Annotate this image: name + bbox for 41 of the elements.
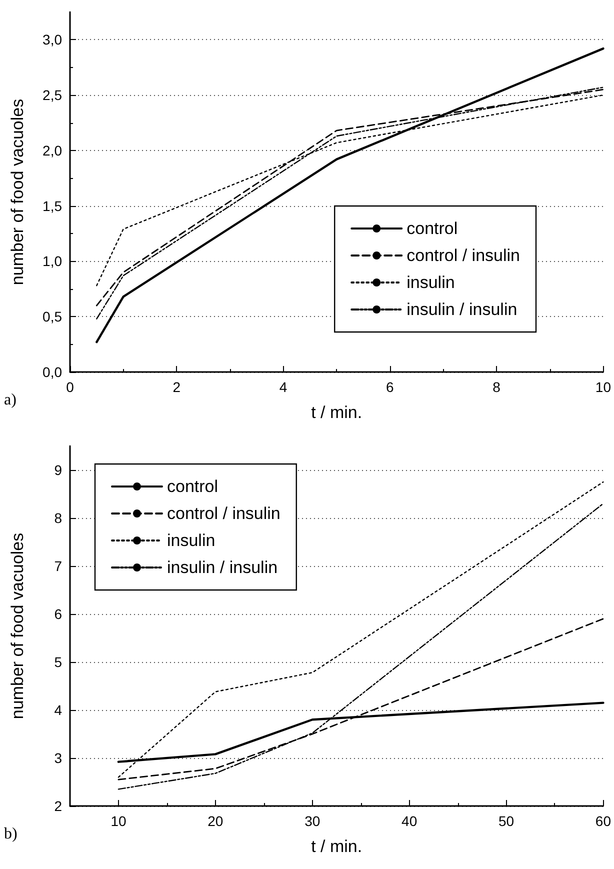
y-tick-label: 3 <box>54 750 62 766</box>
y-tick-label: 2,0 <box>42 142 62 158</box>
y-axis-title: number of food vacuoles <box>8 98 27 286</box>
x-tick-label: 10 <box>595 379 612 395</box>
y-tick-label: 2 <box>54 798 62 814</box>
x-tick-label: 4 <box>279 379 288 395</box>
x-axis-title: t / min. <box>311 837 362 856</box>
x-tick-label: 20 <box>208 813 224 829</box>
x-tick-label: 50 <box>498 813 514 829</box>
y-tick-label: 7 <box>54 558 62 574</box>
y-tick-label: 3,0 <box>42 32 62 48</box>
y-tick-label: 5 <box>54 654 62 670</box>
x-axis-title: t / min. <box>311 403 362 422</box>
x-tick-label: 10 <box>110 813 126 829</box>
legend-label: control / insulin <box>406 246 520 265</box>
legend-label: control <box>167 477 218 496</box>
x-tick-label: 2 <box>172 379 181 395</box>
x-tick-label: 8 <box>492 379 501 395</box>
y-axis-title: number of food vacuoles <box>8 532 27 720</box>
y-tick-label: 6 <box>54 606 62 622</box>
y-tick-label: 4 <box>54 702 62 718</box>
legend-label: insulin / insulin <box>167 558 278 577</box>
y-tick-label: 1,5 <box>42 198 62 214</box>
text: a) <box>4 392 16 408</box>
legend-label: insulin <box>406 273 455 292</box>
legend-label: control / insulin <box>167 504 280 523</box>
text: b) <box>4 826 18 842</box>
x-tick-label: 6 <box>386 379 394 395</box>
x-tick-label: 40 <box>402 813 418 829</box>
x-tick-label: 60 <box>595 813 612 829</box>
y-tick-label: 2,5 <box>42 87 62 104</box>
y-tick-label: 0,5 <box>42 308 62 325</box>
y-tick-label: 9 <box>54 462 62 478</box>
y-tick-label: 0,0 <box>42 364 62 380</box>
legend-label: insulin <box>167 531 216 550</box>
legend-label: insulin / insulin <box>406 300 518 319</box>
x-tick-label: 30 <box>304 813 320 829</box>
x-tick-label: 0 <box>66 379 74 395</box>
y-tick-label: 1,0 <box>42 253 62 270</box>
legend-label: control <box>406 219 458 238</box>
y-tick-label: 8 <box>54 510 62 526</box>
